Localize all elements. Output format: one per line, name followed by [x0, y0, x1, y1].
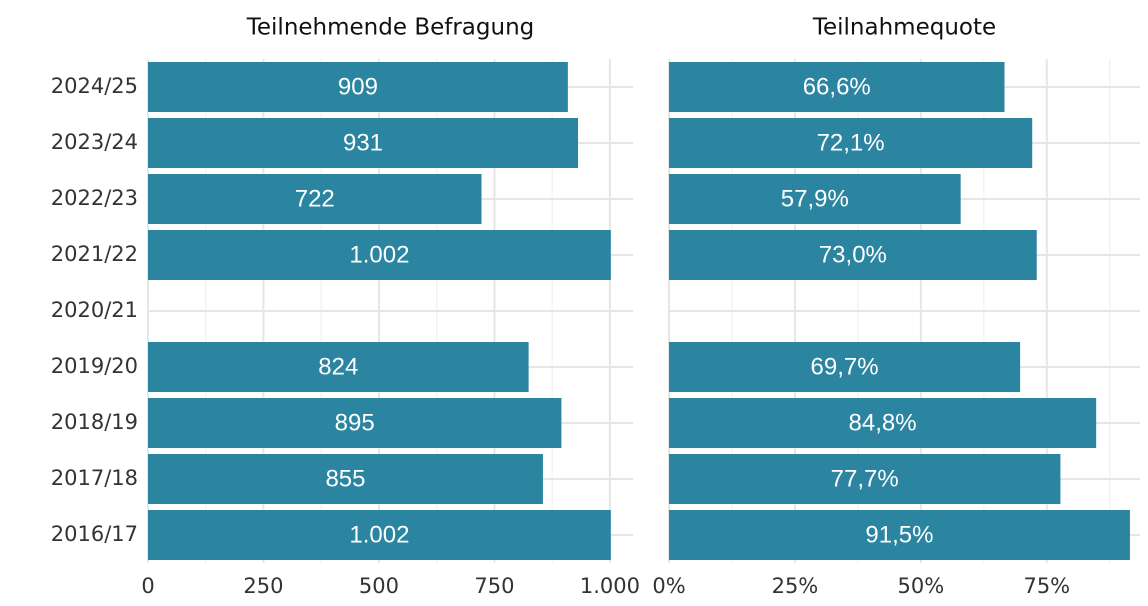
value-label: 824: [318, 353, 358, 380]
bar: [148, 62, 568, 112]
panel-title: Teilnahmequote: [812, 15, 996, 41]
value-label: 931: [343, 129, 383, 156]
x-tick-label: 50%: [898, 574, 945, 598]
value-label: 722: [295, 185, 335, 212]
bar: [669, 454, 1061, 504]
value-label: 73,0%: [819, 241, 887, 268]
value-label: 66,6%: [803, 73, 871, 100]
x-tick-label: 250: [243, 574, 283, 598]
x-tick-label: 500: [359, 574, 399, 598]
value-label: 77,7%: [831, 465, 899, 492]
value-label: 91,5%: [865, 521, 933, 548]
panel-title: Teilnehmende Befragung: [246, 15, 535, 41]
value-label: 1.002: [349, 521, 409, 548]
bar: [148, 118, 579, 168]
y-tick-label: 2024/25: [51, 74, 138, 98]
x-tick-label: 75%: [1023, 574, 1070, 598]
x-tick-label: 750: [474, 574, 514, 598]
value-label: 909: [338, 73, 378, 100]
y-tick-label: 2020/21: [51, 298, 138, 322]
value-label: 1.002: [349, 241, 409, 268]
bar: [669, 398, 1097, 448]
bar: [148, 398, 562, 448]
bar: [148, 230, 611, 280]
bar: [669, 118, 1033, 168]
value-label: 84,8%: [849, 409, 917, 436]
value-label: 57,9%: [781, 185, 849, 212]
y-tick-label: 2021/22: [51, 242, 138, 266]
bar: [669, 174, 961, 224]
bar: [148, 510, 611, 560]
y-tick-label: 2023/24: [51, 130, 138, 154]
y-tick-label: 2017/18: [51, 466, 138, 490]
bar: [669, 62, 1005, 112]
bar: [148, 454, 543, 504]
x-tick-label: 1.000: [580, 574, 640, 598]
y-tick-label: 2018/19: [51, 410, 138, 434]
value-label: 855: [325, 465, 365, 492]
x-tick-label: 0: [141, 574, 154, 598]
x-tick-label: 25%: [772, 574, 819, 598]
bar: [148, 174, 482, 224]
bar: [148, 342, 529, 392]
y-tick-label: 2022/23: [51, 186, 138, 210]
y-tick-label: 2016/17: [51, 522, 138, 546]
value-label: 69,7%: [811, 353, 879, 380]
value-label: 895: [335, 409, 375, 436]
bar: [669, 342, 1021, 392]
bar: [669, 510, 1130, 560]
value-label: 72,1%: [817, 129, 885, 156]
x-tick-label: 0%: [652, 574, 685, 598]
y-tick-label: 2019/20: [51, 354, 138, 378]
bar: [669, 230, 1037, 280]
